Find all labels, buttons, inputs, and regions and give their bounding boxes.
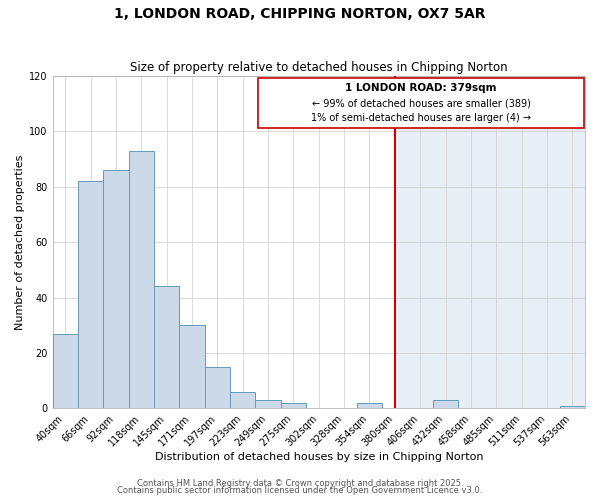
Bar (179, 326, 205, 408)
X-axis label: Distribution of detached houses by size in Chipping Norton: Distribution of detached houses by size … (155, 452, 483, 462)
Text: ← 99% of detached houses are smaller (389): ← 99% of detached houses are smaller (38… (312, 98, 530, 108)
Bar (205, 367, 230, 408)
Bar (357, 403, 382, 408)
Text: 1% of semi-detached houses are larger (4) →: 1% of semi-detached houses are larger (4… (311, 114, 531, 124)
Text: 1 LONDON ROAD: 379sqm: 1 LONDON ROAD: 379sqm (346, 84, 497, 94)
FancyBboxPatch shape (258, 78, 584, 128)
Bar (128, 150, 154, 408)
Bar (395, 76, 585, 408)
Bar (256, 400, 281, 408)
Bar (78, 181, 103, 408)
Bar (433, 400, 458, 408)
Bar (230, 392, 256, 408)
Y-axis label: Number of detached properties: Number of detached properties (15, 154, 25, 330)
Title: Size of property relative to detached houses in Chipping Norton: Size of property relative to detached ho… (130, 62, 508, 74)
Text: Contains public sector information licensed under the Open Government Licence v3: Contains public sector information licen… (118, 486, 482, 495)
Bar (154, 286, 179, 408)
Bar (53, 334, 78, 408)
Bar (560, 406, 585, 408)
Bar (53, 76, 395, 408)
Text: 1, LONDON ROAD, CHIPPING NORTON, OX7 5AR: 1, LONDON ROAD, CHIPPING NORTON, OX7 5AR (114, 8, 486, 22)
Text: Contains HM Land Registry data © Crown copyright and database right 2025.: Contains HM Land Registry data © Crown c… (137, 478, 463, 488)
Bar (103, 170, 128, 408)
Bar (281, 403, 306, 408)
